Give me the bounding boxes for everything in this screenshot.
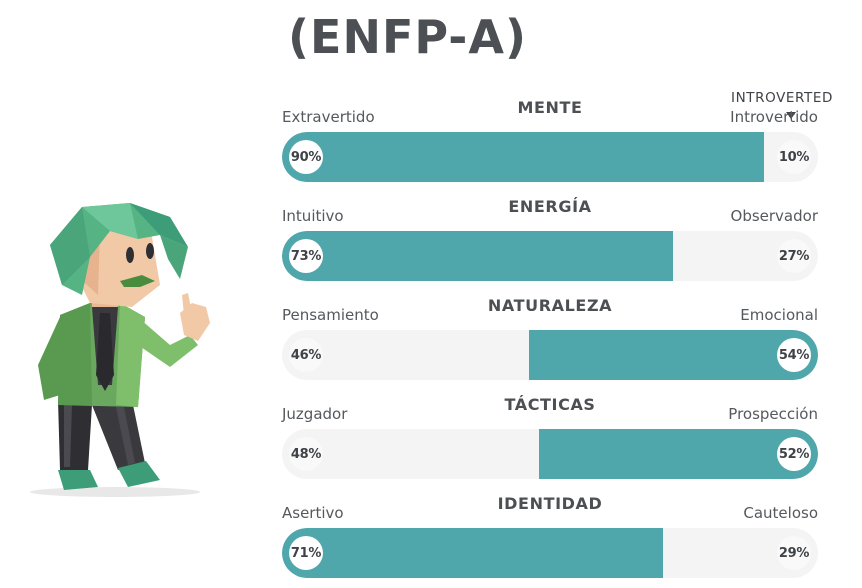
trait-left-percent: 71%: [289, 536, 323, 570]
trait-bar-fill: [282, 231, 674, 281]
trait-right-label: Introvertido: [730, 108, 818, 126]
trait-left-label: Intuitivo: [282, 207, 344, 225]
trait-right-percent: 27%: [777, 239, 811, 273]
trait-bar-fill: [282, 132, 765, 182]
trait-name: ENERGÍA: [508, 197, 592, 216]
trait-right-percent: 10%: [777, 140, 811, 174]
trait-name: NATURALEZA: [487, 296, 613, 315]
trait-left-percent: 48%: [289, 437, 323, 471]
trait-name: TÁCTICAS: [504, 395, 596, 414]
trait-bar-fill: [282, 528, 663, 578]
trait-left-percent: 90%: [289, 140, 323, 174]
trait-left-percent: 73%: [289, 239, 323, 273]
trait-right-label: Emocional: [740, 306, 818, 324]
trait-right-label: Cauteloso: [743, 504, 818, 522]
trait-energia: ENERGÍA Intuitivo Observador 73% 27%: [282, 197, 818, 283]
trait-name: IDENTIDAD: [497, 494, 603, 513]
person-avatar-icon: [30, 203, 210, 497]
trait-left-label: Extravertido: [282, 108, 375, 126]
trait-left-label: Pensamiento: [282, 306, 379, 324]
trait-bar[interactable]: [282, 132, 818, 182]
trait-bar-fill: [539, 429, 818, 479]
trait-bar[interactable]: [282, 429, 818, 479]
trait-left-percent: 46%: [289, 338, 323, 372]
trait-right-label: Observador: [730, 207, 818, 225]
trait-mente: MENTE Extravertido Introvertido 90% 10%: [282, 98, 818, 184]
tooltip-label: INTROVERTED: [730, 90, 835, 106]
trait-right-percent: 54%: [777, 338, 811, 372]
trait-bar[interactable]: [282, 528, 818, 578]
trait-tacticas: TÁCTICAS Juzgador Prospección 48% 52%: [282, 395, 818, 481]
trait-name: MENTE: [517, 98, 583, 117]
trait-right-percent: 29%: [777, 536, 811, 570]
trait-identidad: IDENTIDAD Asertivo Cauteloso 71% 29%: [282, 494, 818, 580]
trait-left-label: Asertivo: [282, 504, 344, 522]
trait-left-label: Juzgador: [282, 405, 348, 423]
trait-right-percent: 52%: [777, 437, 811, 471]
trait-bar-fill: [528, 330, 818, 380]
trait-naturaleza: NATURALEZA Pensamiento Emocional 46% 54%: [282, 296, 818, 382]
page-title: (ENFP-A): [288, 10, 527, 64]
tooltip-arrow-icon: [786, 112, 796, 119]
trait-bar[interactable]: [282, 330, 818, 380]
trait-right-label: Prospección: [728, 405, 818, 423]
trait-bar[interactable]: [282, 231, 818, 281]
